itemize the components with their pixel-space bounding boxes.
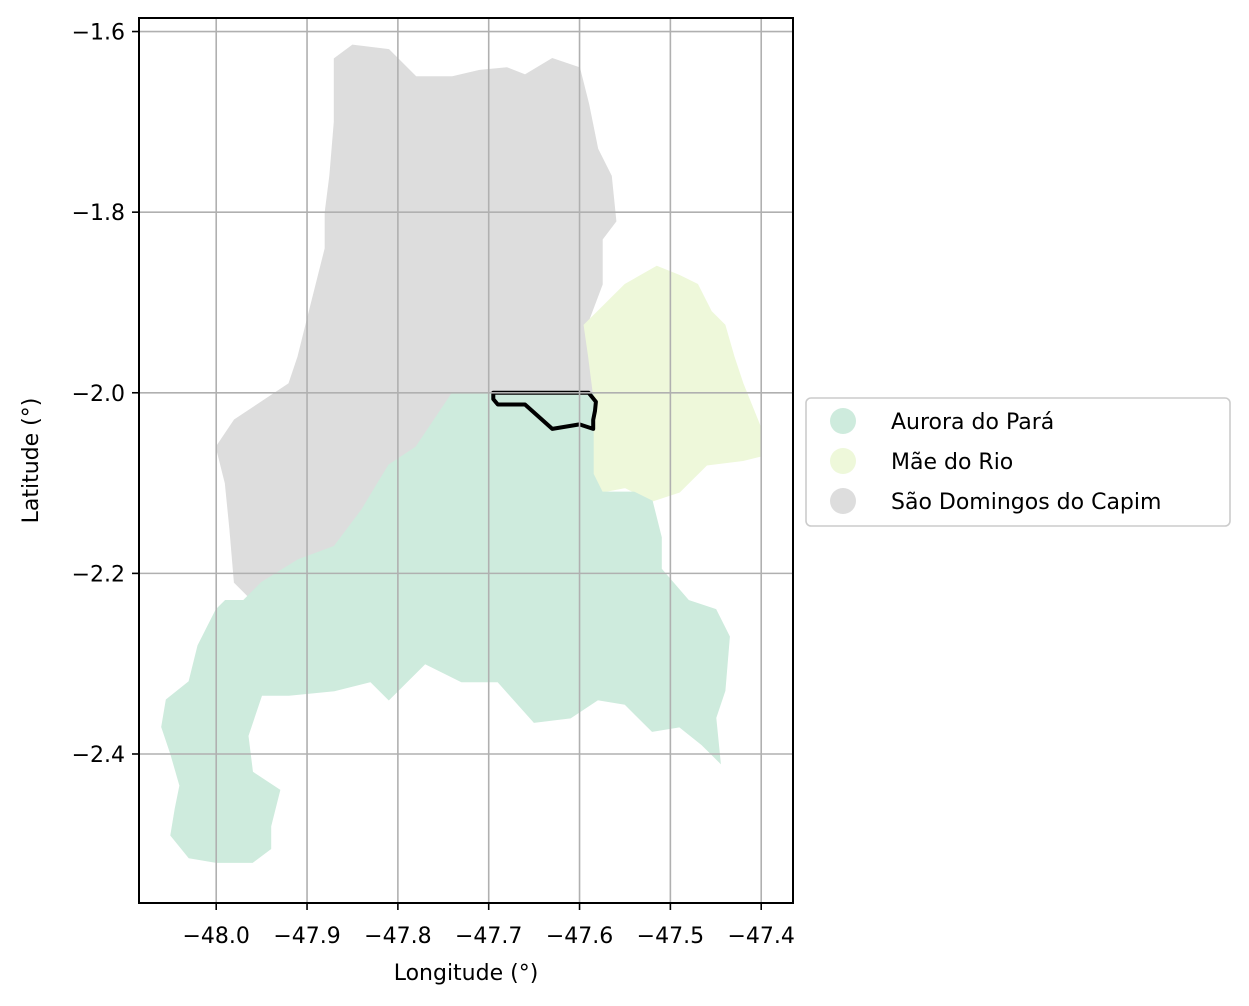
x-tick-label: −47.5	[637, 924, 704, 949]
y-tick-label: −1.8	[72, 201, 125, 226]
y-tick-label: −2.0	[72, 382, 125, 407]
grid-layer	[139, 18, 793, 903]
legend-marker-sao-domingos-do-capim	[830, 488, 856, 514]
outline-layer	[491, 390, 598, 431]
legend-label-mae-do-rio: Mãe do Rio	[891, 450, 1013, 475]
legend: Aurora do Pará Mãe do Rio São Domingos do …	[805, 397, 1231, 527]
x-tick-label: −47.9	[273, 924, 340, 949]
x-axis-label: Longitude (°)	[394, 961, 539, 986]
legend-marker-mae-do-rio	[830, 448, 856, 474]
x-axis-ticks: −48.0 −47.9 −47.8 −47.7 −47.6 −47.5 −47.4	[182, 903, 795, 949]
legend-marker-aurora-do-para	[830, 408, 856, 434]
x-tick-label: −47.4	[727, 924, 794, 949]
y-tick-label: −2.4	[72, 743, 125, 768]
legend-label-aurora-do-para: Aurora do Pará	[891, 410, 1054, 435]
regions-layer	[161, 44, 762, 863]
x-tick-label: −47.7	[455, 924, 522, 949]
legend-label-sao-domingos-do-capim: São Domingos do Capim	[891, 490, 1161, 515]
y-tick-label: −2.2	[72, 562, 125, 587]
y-tick-label: −1.6	[72, 21, 125, 46]
legend-box	[805, 397, 1231, 527]
highlighted-boundary	[491, 390, 598, 431]
y-axis-ticks: −1.6 −1.8 −2.0 −2.2 −2.4	[72, 21, 139, 768]
x-tick-label: −47.8	[364, 924, 431, 949]
region-mae-do-rio	[583, 265, 762, 502]
region-aurora-do-para	[161, 392, 730, 863]
plot-frame	[138, 17, 794, 904]
x-tick-label: −47.6	[546, 924, 613, 949]
x-tick-label: −48.0	[182, 924, 249, 949]
y-axis-label: Latitude (°)	[19, 398, 44, 524]
